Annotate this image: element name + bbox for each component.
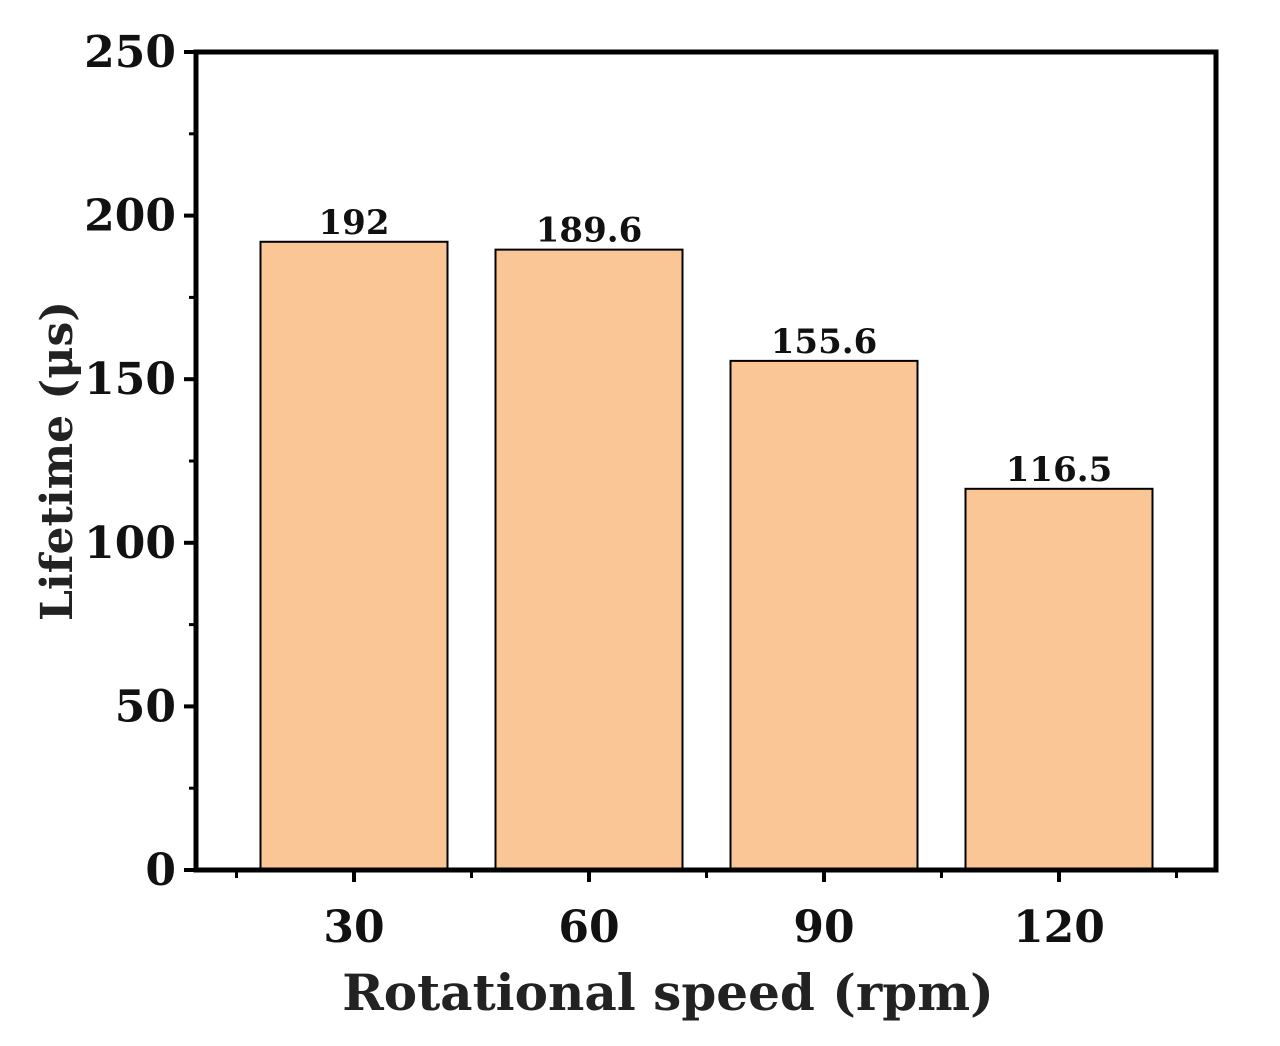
bar-value-label: 116.5 <box>1006 450 1112 490</box>
bar <box>494 248 684 872</box>
y-tick-label: 100 <box>84 518 176 569</box>
y-tick-label: 150 <box>84 354 176 405</box>
bar <box>964 487 1154 871</box>
bar <box>729 359 919 871</box>
data-labels: 192 189.6 155.6 116.5 <box>319 203 1113 490</box>
bar <box>259 240 449 871</box>
x-axis-title: Rotational speed (rpm) <box>342 963 994 1022</box>
plot-frame <box>193 49 1219 873</box>
bar-value-label: 155.6 <box>771 322 877 362</box>
bars <box>259 240 1154 872</box>
y-axis-ticks <box>184 50 196 872</box>
y-axis-title: Lifetime (μs) <box>32 301 83 621</box>
x-tick-label: 90 <box>793 902 854 953</box>
y-tick-label: 0 <box>145 845 176 896</box>
y-tick-label: 250 <box>84 27 176 78</box>
bar-value-label: 189.6 <box>536 211 642 251</box>
x-tick-label: 30 <box>323 902 384 953</box>
x-tick-label: 60 <box>558 902 619 953</box>
y-tick-label: 50 <box>115 681 176 732</box>
y-axis-tick-labels: 0 50 100 150 200 250 <box>84 27 176 896</box>
x-axis-tick-labels: 30 60 90 120 <box>323 902 1105 953</box>
y-tick-label: 200 <box>84 191 176 242</box>
bar-value-label: 192 <box>319 203 390 243</box>
x-tick-label: 120 <box>1013 902 1105 953</box>
